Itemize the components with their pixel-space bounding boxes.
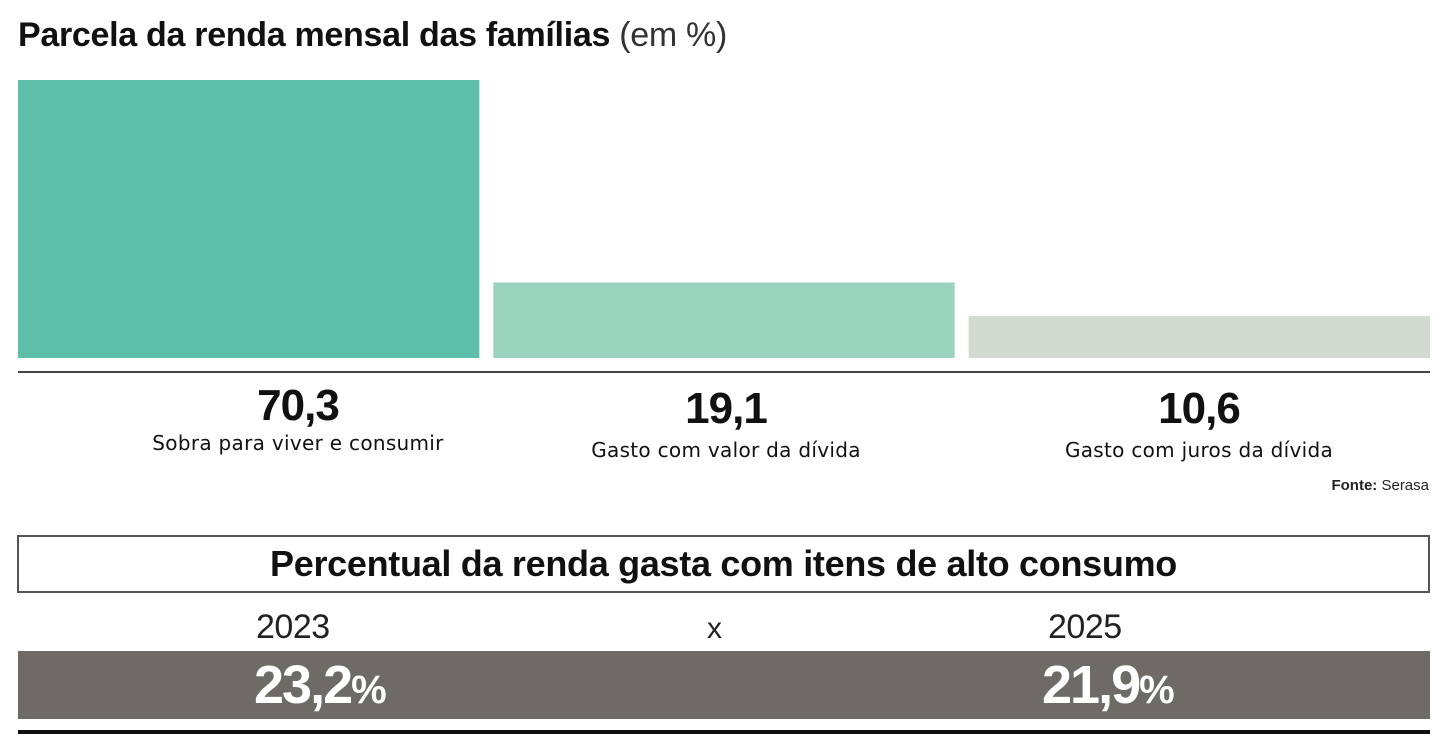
bar-chart <box>18 80 1430 358</box>
value-left-number: 23,2 <box>254 655 353 715</box>
comparison-title-box: Percentual da renda gasta com itens de a… <box>17 535 1430 593</box>
year-left: 2023 <box>256 608 330 646</box>
value-left: 23,2% <box>254 654 387 721</box>
bar-0 <box>18 80 480 358</box>
versus-separator: x <box>707 612 722 645</box>
category-label-1: Gasto com valor da dívida <box>591 438 861 462</box>
comparison-band <box>18 651 1430 719</box>
value-right-unit: % <box>1139 668 1175 712</box>
category-label-2: Gasto com juros da dívida <box>1064 438 1334 462</box>
chart-title-text: Parcela da renda mensal das famílias <box>18 16 611 54</box>
value-right: 21,9% <box>1042 654 1175 721</box>
source-label: Fonte: <box>1331 477 1378 494</box>
value-right-number: 21,9 <box>1042 655 1141 715</box>
bar-1 <box>493 282 955 358</box>
value-left-unit: % <box>351 668 387 712</box>
chart-title: Parcela da renda mensal das famílias (em… <box>18 16 727 55</box>
data-label-0: 70,3 <box>257 381 340 430</box>
bar-2 <box>968 316 1430 358</box>
bottom-rule <box>18 730 1430 734</box>
category-label-0: Sobra para viver e consumir <box>152 431 444 455</box>
source-note: Fonte: Serasa <box>1331 477 1429 494</box>
category-block-0: 70,3 Sobra para viver e consumir <box>18 382 578 456</box>
data-label-1: 19,1 <box>685 384 768 433</box>
category-block-2: 10,6 Gasto com juros da dívida <box>968 385 1430 463</box>
chart-unit: (em %) <box>619 16 727 54</box>
source-name: Serasa <box>1381 477 1429 494</box>
year-right: 2025 <box>1048 608 1122 646</box>
chart-baseline <box>18 371 1430 373</box>
data-label-2: 10,6 <box>1158 384 1241 433</box>
category-block-1: 19,1 Gasto com valor da dívida <box>496 385 956 463</box>
bar-chart-svg <box>18 80 1430 358</box>
comparison-title: Percentual da renda gasta com itens de a… <box>270 543 1177 584</box>
